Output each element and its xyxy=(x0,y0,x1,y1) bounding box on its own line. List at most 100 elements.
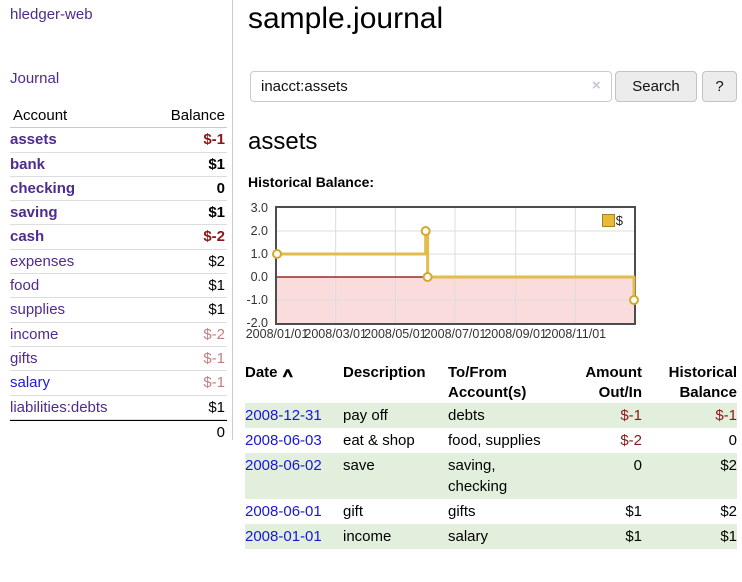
transaction-amount: 0 xyxy=(633,457,642,474)
account-balance: $-2 xyxy=(147,225,227,250)
transaction-description: gift xyxy=(343,503,364,520)
account-row: cash $-2 xyxy=(10,225,227,250)
register-table: Date ∧ Description To/From Account(s) Amo… xyxy=(245,363,737,549)
transaction-accounts: saving, checking xyxy=(448,457,508,495)
transaction-date-link[interactable]: 2008-01-01 xyxy=(245,528,322,545)
sidebar-divider xyxy=(232,0,233,440)
chart-x-axis: 2008/01/01 2008/03/01 2008/05/01 2008/07/01… xyxy=(246,327,634,343)
account-link-gifts[interactable]: gifts xyxy=(10,349,38,367)
x-axis-tick-label: 2008/07/01 xyxy=(423,327,487,341)
account-balance: $2 xyxy=(147,250,227,275)
transaction-accounts: gifts xyxy=(448,503,476,520)
account-link-assets[interactable]: assets xyxy=(10,131,57,149)
account-balance: $1 xyxy=(147,396,227,420)
tofrom-column-header: To/From Account(s) xyxy=(448,364,527,401)
account-balance: $-1 xyxy=(147,128,227,153)
account-column-header: Account xyxy=(10,104,148,129)
account-link-supplies[interactable]: supplies xyxy=(10,301,66,319)
balance-chart-svg xyxy=(272,208,639,323)
account-row: checking 0 xyxy=(10,177,227,202)
transaction-balance: 0 xyxy=(728,432,737,449)
accounts-total-value: 0 xyxy=(147,419,227,444)
transaction-date-link[interactable]: 2008-12-31 xyxy=(245,407,322,424)
x-axis-tick-label: 2008/01/01 xyxy=(245,327,309,341)
clear-search-icon[interactable]: × xyxy=(592,77,601,94)
x-axis-tick-label: 2008/05/01 xyxy=(364,327,427,341)
account-row: bank $1 xyxy=(10,153,227,177)
x-axis-tick-label: 2008/09/01 xyxy=(484,327,547,341)
account-row: assets $-1 xyxy=(10,128,227,153)
account-balance: $-2 xyxy=(147,323,227,347)
account-balance: $1 xyxy=(147,298,227,323)
register-header-row: Date ∧ Description To/From Account(s) Amo… xyxy=(245,363,737,403)
account-row: supplies $1 xyxy=(10,298,227,323)
account-balance: $-1 xyxy=(147,371,227,396)
account-row: saving $1 xyxy=(10,201,227,226)
y-axis-tick-label: 1.0 xyxy=(250,247,268,261)
transaction-balance: $1 xyxy=(720,528,737,545)
transaction-date-link[interactable]: 2008-06-01 xyxy=(245,503,322,520)
balance-column-header: Historical Balance xyxy=(668,364,737,401)
x-axis-tick-label: 2008/11/01 xyxy=(544,327,607,341)
transaction-amount: $-2 xyxy=(620,432,642,449)
description-column-header: Description xyxy=(343,364,426,381)
accounts-total-row: 0 xyxy=(10,419,227,444)
account-row: food $1 xyxy=(10,274,227,299)
account-balance: 0 xyxy=(147,177,227,202)
transaction-balance: $2 xyxy=(720,457,737,474)
account-link-checking[interactable]: checking xyxy=(10,179,76,197)
account-link-salary[interactable]: salary xyxy=(10,374,51,392)
transaction-date-link[interactable]: 2008-06-03 xyxy=(245,432,322,449)
date-column-header[interactable]: Date ∧ xyxy=(245,364,295,381)
transaction-row: 2008-12-31 pay off debts $-1 $-1 xyxy=(245,403,737,428)
transaction-accounts: debts xyxy=(448,407,485,424)
account-link-food[interactable]: food xyxy=(10,277,40,295)
account-balance: $-1 xyxy=(147,347,227,372)
x-axis-tick-label: 2008/03/01 xyxy=(304,327,367,341)
account-heading: assets xyxy=(248,128,318,155)
transaction-description: pay off xyxy=(343,407,388,424)
account-link-bank[interactable]: bank xyxy=(10,155,46,173)
account-row: liabilities:debts $1 xyxy=(10,396,227,420)
account-link-liabilities-debts[interactable]: liabilities:debts xyxy=(10,398,108,416)
y-axis-tick-label: 2.0 xyxy=(250,224,268,238)
transaction-row: 2008-06-03 eat & shop food, supplies $-2… xyxy=(245,428,737,453)
transaction-description: income xyxy=(343,528,392,545)
account-balance: $1 xyxy=(147,153,227,177)
account-row: gifts $-1 xyxy=(10,347,227,372)
search-input[interactable] xyxy=(250,71,612,102)
transaction-balance: $-1 xyxy=(715,407,737,424)
account-link-income[interactable]: income xyxy=(10,325,59,343)
sort-asc-icon: ∧ xyxy=(280,365,295,380)
accounts-table: Account Balance assets $-1 bank $1 check… xyxy=(10,104,227,444)
search-button[interactable]: Search xyxy=(615,71,697,102)
transaction-description: save xyxy=(343,457,375,474)
account-link-saving[interactable]: saving xyxy=(10,204,58,222)
chart-legend: $ xyxy=(601,213,623,228)
account-balance: $1 xyxy=(147,274,227,299)
account-link-cash[interactable]: cash xyxy=(10,228,45,246)
help-button[interactable]: ? xyxy=(702,71,737,102)
balance-column-header: Balance xyxy=(147,104,227,129)
transaction-accounts: food, supplies xyxy=(448,432,541,449)
account-row: salary $-1 xyxy=(10,371,227,396)
balance-chart: $ xyxy=(272,206,639,325)
y-axis-tick-label: 3.0 xyxy=(250,201,268,215)
app-title-link[interactable]: hledger-web xyxy=(10,6,93,23)
sidebar-item-journal[interactable]: Journal xyxy=(10,70,60,87)
transaction-amount: $1 xyxy=(625,528,642,545)
transaction-amount: $1 xyxy=(625,503,642,520)
accounts-table-header: Account Balance xyxy=(10,104,227,129)
chart-y-axis: 3.0 2.0 1.0 0.0 -1.0 -2.0 xyxy=(230,201,272,330)
account-row: income $-2 xyxy=(10,323,227,347)
page-title: sample.journal xyxy=(248,2,444,35)
account-link-expenses[interactable]: expenses xyxy=(10,252,75,270)
legend-swatch-icon xyxy=(601,214,615,227)
transaction-row: 2008-06-01 gift gifts $1 $2 xyxy=(245,499,737,524)
transaction-amount: $-1 xyxy=(620,407,642,424)
transaction-date-link[interactable]: 2008-06-02 xyxy=(245,457,322,474)
y-axis-tick-label: -1.0 xyxy=(246,293,268,307)
amount-column-header: Amount Out/In xyxy=(585,364,642,401)
account-balance: $1 xyxy=(147,201,227,226)
y-axis-tick-label: 0.0 xyxy=(250,270,268,284)
